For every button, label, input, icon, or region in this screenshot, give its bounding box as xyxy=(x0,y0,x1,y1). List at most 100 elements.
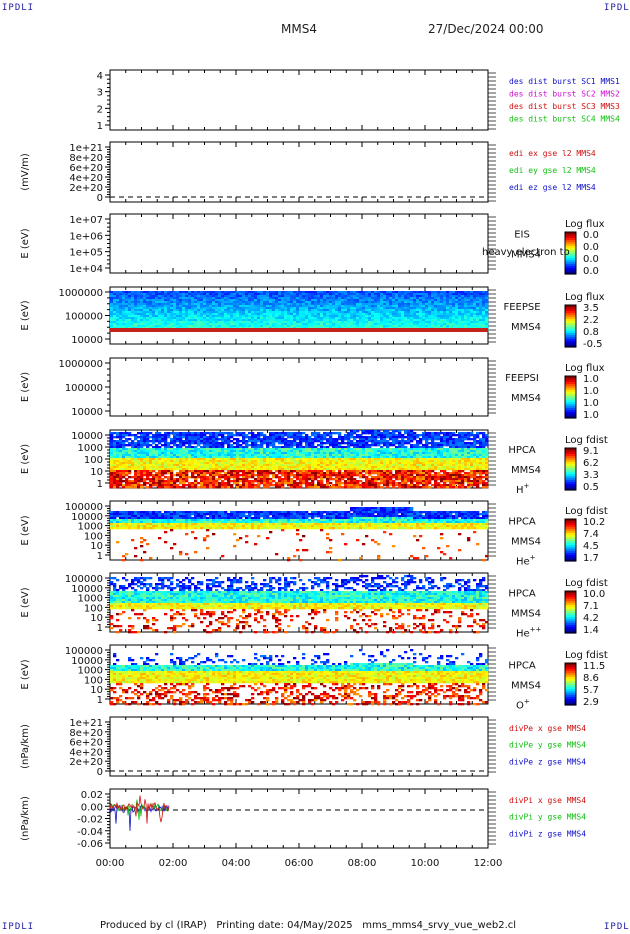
y-tick-label: 1 xyxy=(97,623,103,634)
colorbar-segment xyxy=(565,531,576,534)
colorbar-tick-label: 3.3 xyxy=(583,470,599,481)
colorbar-tick-label: -0.5 xyxy=(583,339,603,350)
y-axis-label: E (eV) xyxy=(20,659,31,689)
colorbar-tick-label: 2.2 xyxy=(583,315,599,326)
footer-produced-by: Produced by cl (IRAP) xyxy=(100,920,207,931)
y-tick-label: 10000 xyxy=(71,407,103,418)
colorbar-frame xyxy=(564,375,577,419)
colorbar-tick-label: 8.6 xyxy=(583,673,599,684)
colorbar-segment xyxy=(565,244,576,247)
y-tick-label: 10 xyxy=(90,541,103,552)
colorbar-segment xyxy=(565,697,576,700)
colorbar-segment xyxy=(565,623,576,626)
colorbar-segment xyxy=(565,454,576,457)
colorbar-tick-label: 1.0 xyxy=(583,398,599,409)
colorbar-frame xyxy=(564,590,577,634)
colorbar-segment xyxy=(565,671,576,674)
colorbar-segment xyxy=(565,629,576,632)
panel-frame-p3 xyxy=(109,213,489,274)
colorbar-segment xyxy=(565,452,576,455)
colorbar-segment xyxy=(565,313,576,316)
colorbar-segment xyxy=(565,525,576,528)
colorbar-title: Log flux xyxy=(565,363,605,374)
colorbar-segment xyxy=(565,462,576,465)
y-tick-label: 1e+05 xyxy=(69,248,103,259)
colorbar-segment xyxy=(565,605,576,608)
instrument-label: HPCA xyxy=(508,589,536,600)
colorbar-tick-label: 0.0 xyxy=(583,242,599,253)
colorbar-segment xyxy=(565,311,576,314)
colorbar-segment xyxy=(565,398,576,401)
colorbar-segment xyxy=(565,392,576,395)
colorbar-segment xyxy=(565,593,576,596)
colorbar-segment xyxy=(565,262,576,265)
colorbar-segment xyxy=(565,541,576,544)
instrument-label: FEEPSI xyxy=(505,373,539,384)
colorbar-segment xyxy=(565,242,576,245)
x-tick-label: 08:00 xyxy=(348,858,377,869)
colorbar-tick-label: 11.5 xyxy=(583,661,605,672)
colorbar-segment xyxy=(565,482,576,485)
colorbar-segment xyxy=(565,400,576,403)
y-tick-label: 10000 xyxy=(71,512,103,523)
colorbar-segment xyxy=(565,307,576,310)
colorbar-segment xyxy=(565,394,576,397)
y-tick-label: 2e+20 xyxy=(69,183,103,194)
colorbar-segment xyxy=(565,486,576,489)
colorbar-tick-label: 1.4 xyxy=(583,625,599,636)
colorbar-segment xyxy=(565,675,576,678)
colorbar-segment xyxy=(565,539,576,542)
y-tick-label: 4e+20 xyxy=(69,747,103,758)
colorbar-tick-label: 0.8 xyxy=(583,327,599,338)
y-tick-label: 1e+06 xyxy=(69,231,103,242)
legend-entry: edi ex gse l2 MMS4 xyxy=(509,149,596,158)
colorbar-title: Log flux xyxy=(565,292,605,303)
colorbar-segment xyxy=(565,272,576,275)
y-tick-label: 100000 xyxy=(65,502,103,513)
y-tick-label: 1000000 xyxy=(58,359,103,370)
colorbar-segment xyxy=(565,331,576,334)
colorbar-segment xyxy=(565,627,576,630)
colorbar-segment xyxy=(565,309,576,312)
colorbar-tick-label: 0.0 xyxy=(583,230,599,241)
colorbar-segment xyxy=(565,234,576,237)
colorbar-segment xyxy=(565,266,576,269)
species-label: He+ xyxy=(516,554,536,568)
colorbar-tick-label: 1.0 xyxy=(583,410,599,421)
y-tick-label: 100 xyxy=(84,603,103,614)
legend-entry: edi ey gse l2 MMS4 xyxy=(509,166,596,175)
y-axis-label: E (eV) xyxy=(20,228,31,258)
colorbar-segment xyxy=(565,402,576,405)
y-tick-label: 0 xyxy=(97,193,103,204)
y-axis-label: (nPa/km) xyxy=(20,724,31,769)
colorbar-segment xyxy=(565,323,576,326)
y-tick-label: 1000000 xyxy=(58,288,103,299)
colorbar-segment xyxy=(565,396,576,399)
colorbar-tick-label: 10.0 xyxy=(583,589,605,600)
colorbar-segment xyxy=(565,339,576,342)
species-label: He++ xyxy=(516,626,542,640)
instrument-label: HPCA xyxy=(508,445,536,456)
footer-credits: Produced by cl (IRAP) Printing date: 04/… xyxy=(100,920,516,931)
y-tick-label: 1 xyxy=(97,695,103,706)
y-tick-label: 100 xyxy=(84,531,103,542)
y-tick-label: 1e+21 xyxy=(69,718,103,729)
corner-tag-bottom-left: IPDLI xyxy=(2,922,35,932)
colorbar-segment xyxy=(565,460,576,463)
y-axis-label: E (eV) xyxy=(20,372,31,402)
colorbar-segment xyxy=(565,329,576,332)
colorbar-segment xyxy=(565,527,576,530)
colorbar-segment xyxy=(565,611,576,614)
y-tick-label: 6e+20 xyxy=(69,163,103,174)
spacecraft-label: MMS4 xyxy=(511,609,541,620)
y-tick-label: 100000 xyxy=(65,574,103,585)
colorbar-segment xyxy=(565,555,576,558)
colorbar-segment xyxy=(565,669,576,672)
colorbar-segment xyxy=(565,665,576,668)
colorbar-segment xyxy=(565,464,576,467)
y-tick-label: 10000 xyxy=(71,584,103,595)
colorbar-segment xyxy=(565,380,576,383)
